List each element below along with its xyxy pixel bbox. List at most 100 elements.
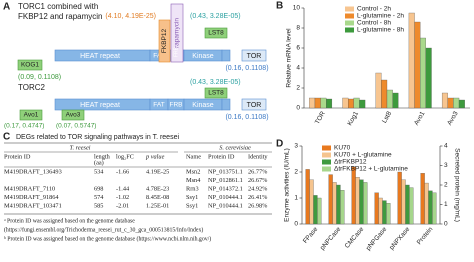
x-tick-label: TOR: [314, 110, 327, 126]
bar: [420, 173, 425, 225]
cell: Msn4: [186, 177, 201, 184]
cell: -2.01: [116, 202, 129, 209]
x-tick-label: Lst8: [381, 110, 393, 124]
cell: Ssy1: [186, 202, 198, 209]
domain-label: Kinase: [192, 102, 214, 109]
bar: [342, 97, 349, 109]
stats: (0.17, 0.4747): [4, 123, 44, 130]
rapamycin-label: rapamycin: [174, 18, 181, 48]
domain: [221, 49, 231, 62]
y-tick-label: 2: [296, 85, 300, 92]
cell: M419DRAFT_103471: [4, 202, 62, 209]
panel-c: C DEGs related to TOR signaling pathways…: [3, 132, 272, 242]
x-tick-label: pNPCase: [319, 226, 342, 252]
y2-tick-label: 3: [444, 162, 448, 169]
bar: [326, 98, 333, 109]
bar: [309, 97, 316, 109]
bar: [397, 171, 402, 225]
bar: [375, 72, 382, 109]
column-header: (aa): [94, 159, 104, 166]
legend-swatch: [322, 159, 331, 165]
bar: [314, 97, 321, 109]
legend-swatch: [322, 152, 331, 158]
bar: [414, 21, 421, 109]
bar: [428, 190, 433, 225]
domain-label: HEAT repeat: [80, 53, 120, 60]
tor-box: [241, 49, 267, 62]
cell: M419DRAFT_91864: [4, 194, 59, 201]
fkbp12-box: [158, 19, 171, 63]
bar: [409, 187, 414, 225]
cell: Msn2: [186, 168, 200, 175]
footnote: ᵇ Protein ID was assigned based on the g…: [4, 235, 211, 242]
diagram-title: TORC2: [18, 83, 46, 92]
y2-tick-label: 1: [444, 201, 448, 208]
y-tick-label: 6: [296, 45, 300, 52]
y2-tick-label: 2: [444, 182, 448, 189]
bar: [386, 203, 391, 225]
bar: [355, 177, 360, 225]
cell: 26.98%: [248, 202, 268, 209]
y2-tick-label: 0: [444, 221, 448, 228]
rapamycin-box: [170, 3, 184, 63]
bar: [374, 192, 379, 225]
bar: [408, 12, 415, 109]
domain-label: HEAT repeat: [80, 102, 120, 109]
column-header: p value: [145, 153, 165, 160]
column-header: length: [94, 153, 111, 160]
x-tick-label: pNPXase: [388, 226, 411, 252]
bar: [363, 182, 368, 225]
legend-label: L-glutamine - 2h: [357, 13, 404, 20]
x-tick-label: Avo3: [446, 110, 460, 127]
bar: [401, 179, 406, 225]
x-tick-label: Kog1: [346, 110, 360, 127]
lst8-label: LST8: [208, 90, 224, 97]
tor-label: TOR: [247, 53, 262, 60]
bar: [458, 99, 465, 109]
bar: [378, 197, 383, 225]
cell: 1.25E-01: [146, 202, 169, 209]
bar: [309, 179, 314, 225]
cell: 26.41%: [248, 194, 268, 201]
legend-swatch: [345, 27, 354, 33]
legend-label: Control - 8h: [357, 20, 391, 27]
cell: Ssy1: [186, 194, 198, 201]
diagram-title: TORC1 combined with: [18, 2, 98, 11]
bar: [305, 169, 310, 225]
y2-axis-label: Secreted protein (mg/mL): [453, 148, 460, 222]
legend-label: KU70 + L-glutamine: [334, 152, 392, 159]
bar: [386, 89, 393, 109]
domain-label: FRB: [173, 46, 179, 57]
legend-swatch: [345, 6, 354, 12]
tor-label: TOR: [247, 102, 262, 109]
bar: [336, 184, 341, 225]
legend-label: ΔtrFKBP12 + L-glutamine: [334, 166, 408, 173]
cell: NP_014372.1: [208, 185, 243, 192]
lst8-box: [204, 27, 228, 39]
y-tick-label: 8: [296, 25, 300, 32]
bar: [359, 179, 364, 225]
panel-label: B: [276, 1, 283, 12]
cell: 4.19E-25: [146, 168, 169, 175]
panel-a: A TORC1 combined with FKBP12 and rapamyc…: [3, 2, 269, 130]
cell: -1.66: [116, 168, 129, 175]
x-tick-label: CMCase: [344, 226, 366, 250]
bar: [328, 174, 333, 225]
y-tick-label: 0: [296, 105, 300, 112]
diagram-title: FKBP12 and rapamycin: [18, 12, 103, 21]
legend-swatch: [345, 20, 354, 26]
stats: (0.07, 0.5747): [56, 123, 96, 130]
group-header: S. cerevisiae: [219, 144, 251, 151]
bar: [441, 92, 448, 109]
avo3-box: [61, 109, 85, 121]
bar: [320, 97, 327, 109]
cell: NP_010444.1: [208, 194, 243, 201]
cell: M419DRAFT_7110: [4, 185, 55, 192]
cell: 8.45E-08: [146, 194, 169, 201]
cell: NP_013751.1: [208, 168, 243, 175]
y-axis-label: Enzyme activities (IU/mL): [284, 148, 291, 222]
bar: [447, 97, 454, 109]
legend-label: L-glutamine - 8h: [357, 27, 404, 34]
